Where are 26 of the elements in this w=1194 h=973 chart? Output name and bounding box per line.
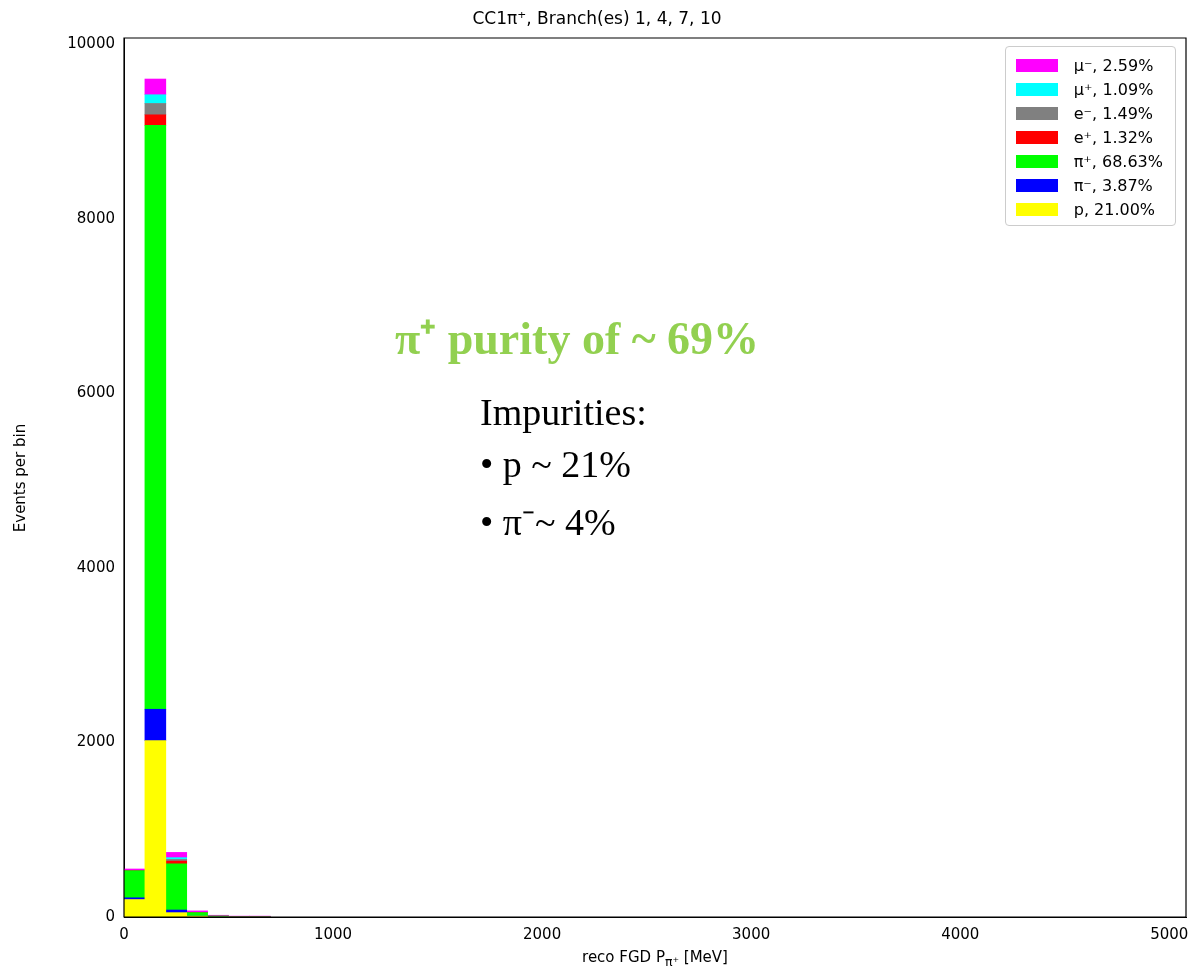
x-tick-label: 4000 [941, 924, 980, 943]
y-tick-label: 0 [105, 906, 115, 925]
x-tick-label: 0 [119, 924, 129, 943]
chart-title: CC1π⁺, Branch(es) 1, 4, 7, 10 [471, 8, 723, 28]
legend-label: e⁺, 1.32% [1073, 127, 1154, 147]
legend-label: e⁻, 1.49% [1073, 103, 1154, 123]
annotation: Impurities: [480, 390, 647, 434]
y-tick-label: 10000 [67, 34, 115, 52]
x-tick-label: 2000 [523, 924, 562, 943]
legend-label: μ⁺, 1.09% [1073, 79, 1154, 99]
legend-label: π⁺, 68.63% [1073, 151, 1163, 171]
y-tick-label: 6000 [76, 383, 115, 402]
y-axis-title: Events per bin [11, 423, 29, 533]
legend-label: π⁻, 3.87% [1073, 175, 1153, 195]
y-tick-label: 2000 [76, 732, 115, 751]
x-tick-label: 5000 [1150, 924, 1189, 943]
legend-label: p, 21.00% [1073, 199, 1156, 219]
legend-label: μ⁻, 2.59% [1073, 55, 1154, 75]
annotation: π⁺ purity of ~ 69% [395, 312, 760, 366]
y-tick-label: 8000 [76, 208, 115, 227]
y-tick-label: 4000 [76, 557, 115, 576]
x-tick-label: 3000 [732, 924, 771, 943]
annotation: • π⁻~ 4% [480, 500, 616, 545]
x-axis-title: reco FGD P$_{π⁺}$ [MeV] [581, 948, 729, 969]
x-tick-label: 1000 [313, 924, 353, 943]
annotation: • p ~ 21% [480, 442, 632, 486]
